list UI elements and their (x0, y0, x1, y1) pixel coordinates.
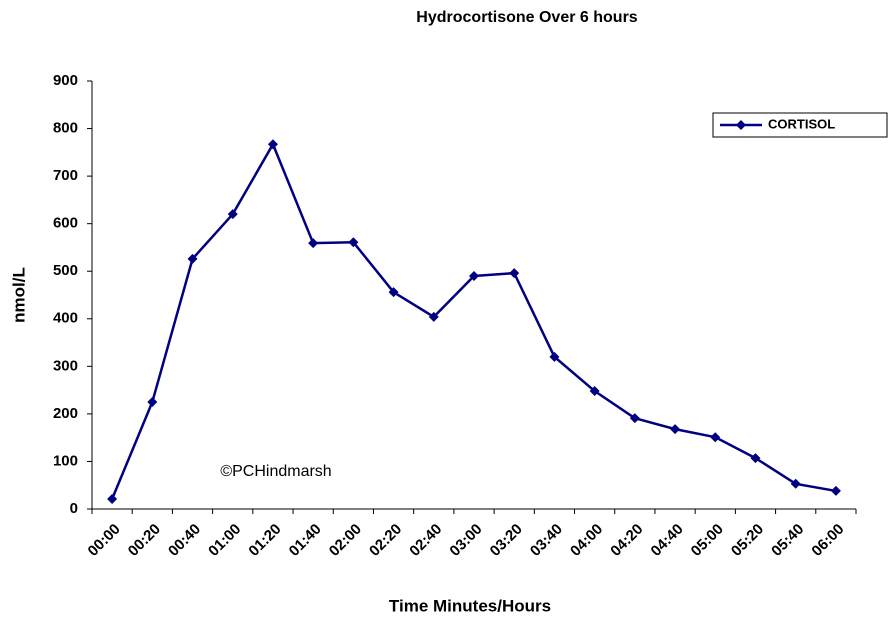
x-tick-label: 01:40 (286, 521, 325, 560)
data-point (147, 397, 158, 407)
data-point (589, 386, 600, 397)
y-tick-label: 0 (70, 500, 78, 517)
y-axis-label: nmol/L (9, 267, 28, 323)
y-tick-label: 300 (53, 357, 78, 374)
data-point (670, 424, 681, 435)
x-tick-label: 00:20 (125, 521, 164, 560)
y-tick-label: 700 (53, 167, 78, 184)
x-tick-label: 00:00 (85, 521, 124, 560)
x-tick-label: 00:40 (165, 521, 204, 560)
x-tick-label: 05:20 (728, 521, 767, 560)
x-tick-label: 04:00 (567, 521, 606, 560)
series-line (110, 141, 837, 500)
data-point (750, 453, 761, 464)
data-point (790, 478, 801, 489)
y-tick-label: 400 (53, 310, 78, 327)
x-axis-label: Time Minutes/Hours (389, 596, 551, 615)
data-point (469, 270, 479, 281)
y-tick-label: 100 (53, 452, 78, 469)
annotation: ©PCHindmarsh (220, 463, 331, 480)
legend-label: CORTISOL (768, 116, 835, 131)
data-point (509, 268, 520, 279)
data-point (107, 494, 118, 505)
x-tick-label: 02:40 (406, 521, 445, 560)
y-tick-label: 200 (53, 405, 78, 422)
data-point (388, 287, 399, 298)
y-tick-label: 800 (53, 120, 78, 137)
y-tick-label: 900 (53, 72, 78, 89)
x-tick-label: 03:40 (527, 521, 566, 560)
data-point (629, 413, 640, 424)
chart-title: Hydrocortisone Over 6 hours (416, 9, 637, 26)
x-tick-label: 05:00 (688, 521, 727, 560)
x-tick-label: 01:00 (205, 521, 244, 560)
x-tick-label: 01:20 (245, 521, 284, 560)
data-point (308, 238, 319, 249)
x-tick-label: 04:40 (648, 521, 687, 560)
x-tick-label: 06:00 (808, 521, 847, 560)
data-point (830, 485, 841, 496)
data-point (549, 351, 560, 362)
data-point (348, 237, 359, 248)
x-tick-label: 02:00 (326, 521, 365, 560)
x-tick-label: 05:40 (768, 521, 807, 560)
legend-marker (736, 120, 746, 130)
y-tick-label: 500 (53, 262, 78, 279)
data-point (710, 432, 721, 443)
data-point (267, 139, 278, 150)
data-point (227, 209, 238, 220)
y-tick-label: 600 (53, 215, 78, 232)
data-point (428, 311, 439, 322)
x-tick-label: 03:20 (487, 521, 526, 560)
x-tick-label: 04:20 (607, 521, 646, 560)
x-tick-label: 02:20 (366, 521, 405, 560)
data-point (187, 253, 198, 264)
x-tick-label: 03:00 (446, 521, 485, 560)
